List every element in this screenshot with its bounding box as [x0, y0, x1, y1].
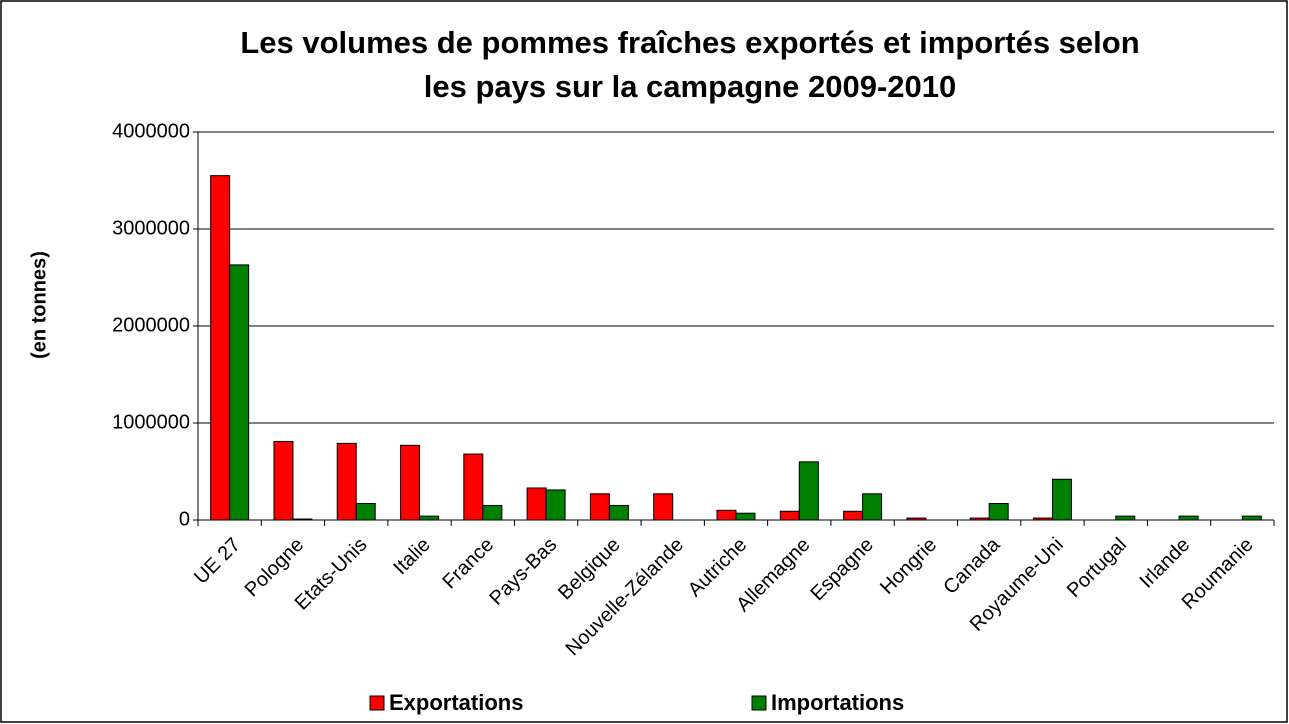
legend-label: Exportations — [389, 690, 523, 715]
bar — [526, 487, 547, 521]
y-tick-label: 3000000 — [112, 217, 190, 239]
bar — [400, 444, 421, 521]
y-axis-label: (en tonnes) — [28, 251, 50, 359]
legend-label: Importations — [771, 690, 904, 715]
bar — [735, 512, 756, 521]
bar — [862, 493, 883, 521]
bar — [798, 461, 819, 521]
y-tick-label: 1000000 — [112, 411, 190, 433]
legend-swatch — [751, 695, 767, 711]
y-tick-label: 2000000 — [112, 314, 190, 336]
bar — [969, 517, 990, 521]
bar — [463, 453, 484, 521]
bar — [210, 175, 231, 521]
bar — [229, 264, 250, 521]
bar — [589, 493, 610, 521]
bar — [336, 442, 357, 521]
bar — [482, 504, 503, 521]
bar — [779, 510, 800, 521]
legend-swatch — [369, 695, 385, 711]
bar — [1032, 517, 1053, 521]
bar — [1241, 515, 1262, 521]
chart-title: les pays sur la campagne 2009-2010 — [424, 69, 957, 104]
bar — [906, 517, 927, 521]
bar — [273, 440, 294, 521]
bar — [653, 493, 674, 521]
bar — [355, 503, 376, 521]
bar — [608, 504, 629, 521]
bar — [292, 518, 313, 521]
y-tick-label: 0 — [179, 508, 190, 530]
bar — [419, 515, 440, 521]
bar — [716, 509, 737, 521]
bar — [1178, 515, 1199, 521]
bar — [545, 489, 566, 521]
bar — [1115, 515, 1136, 521]
bar — [988, 503, 1009, 521]
bar — [1051, 478, 1072, 521]
y-tick-label: 4000000 — [112, 120, 190, 142]
chart-title: Les volumes de pommes fraîches exportés … — [240, 25, 1139, 60]
bar — [843, 510, 864, 521]
